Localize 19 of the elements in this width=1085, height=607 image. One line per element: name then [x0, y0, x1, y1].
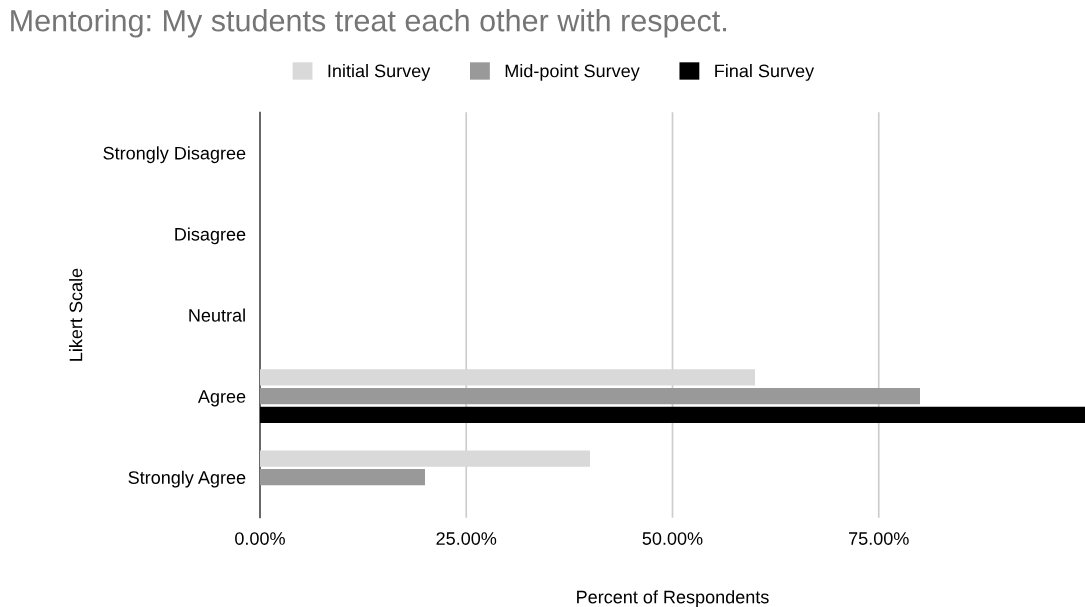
- legend-label: Final Survey: [715, 64, 815, 81]
- bar: [259, 388, 920, 405]
- bar: [259, 469, 425, 486]
- y-axis-title: Likert Scale: [69, 268, 83, 361]
- x-tick-label: 0.00%: [235, 532, 285, 545]
- bar: [259, 369, 755, 386]
- y-tick-label: Strongly Disagree: [103, 146, 246, 164]
- bar: [259, 450, 590, 467]
- legend-label: Initial Survey: [328, 64, 431, 81]
- x-axis-title: Percent of Respondents: [577, 590, 769, 607]
- legend-label: Mid-point Survey: [505, 64, 640, 81]
- y-tick-label: Agree: [197, 390, 246, 407]
- x-tick-label: 25.00%: [436, 532, 497, 545]
- y-tick-label: Disagree: [175, 227, 246, 245]
- chart-title: Mentoring: My students treat each other with respect.: [11, 9, 726, 38]
- y-tick-label: Strongly Agree: [128, 470, 246, 488]
- x-tick-label: 75.00%: [849, 532, 909, 545]
- x-tick-label: 50.00%: [642, 532, 703, 545]
- y-tick-label: Neutral: [189, 308, 245, 322]
